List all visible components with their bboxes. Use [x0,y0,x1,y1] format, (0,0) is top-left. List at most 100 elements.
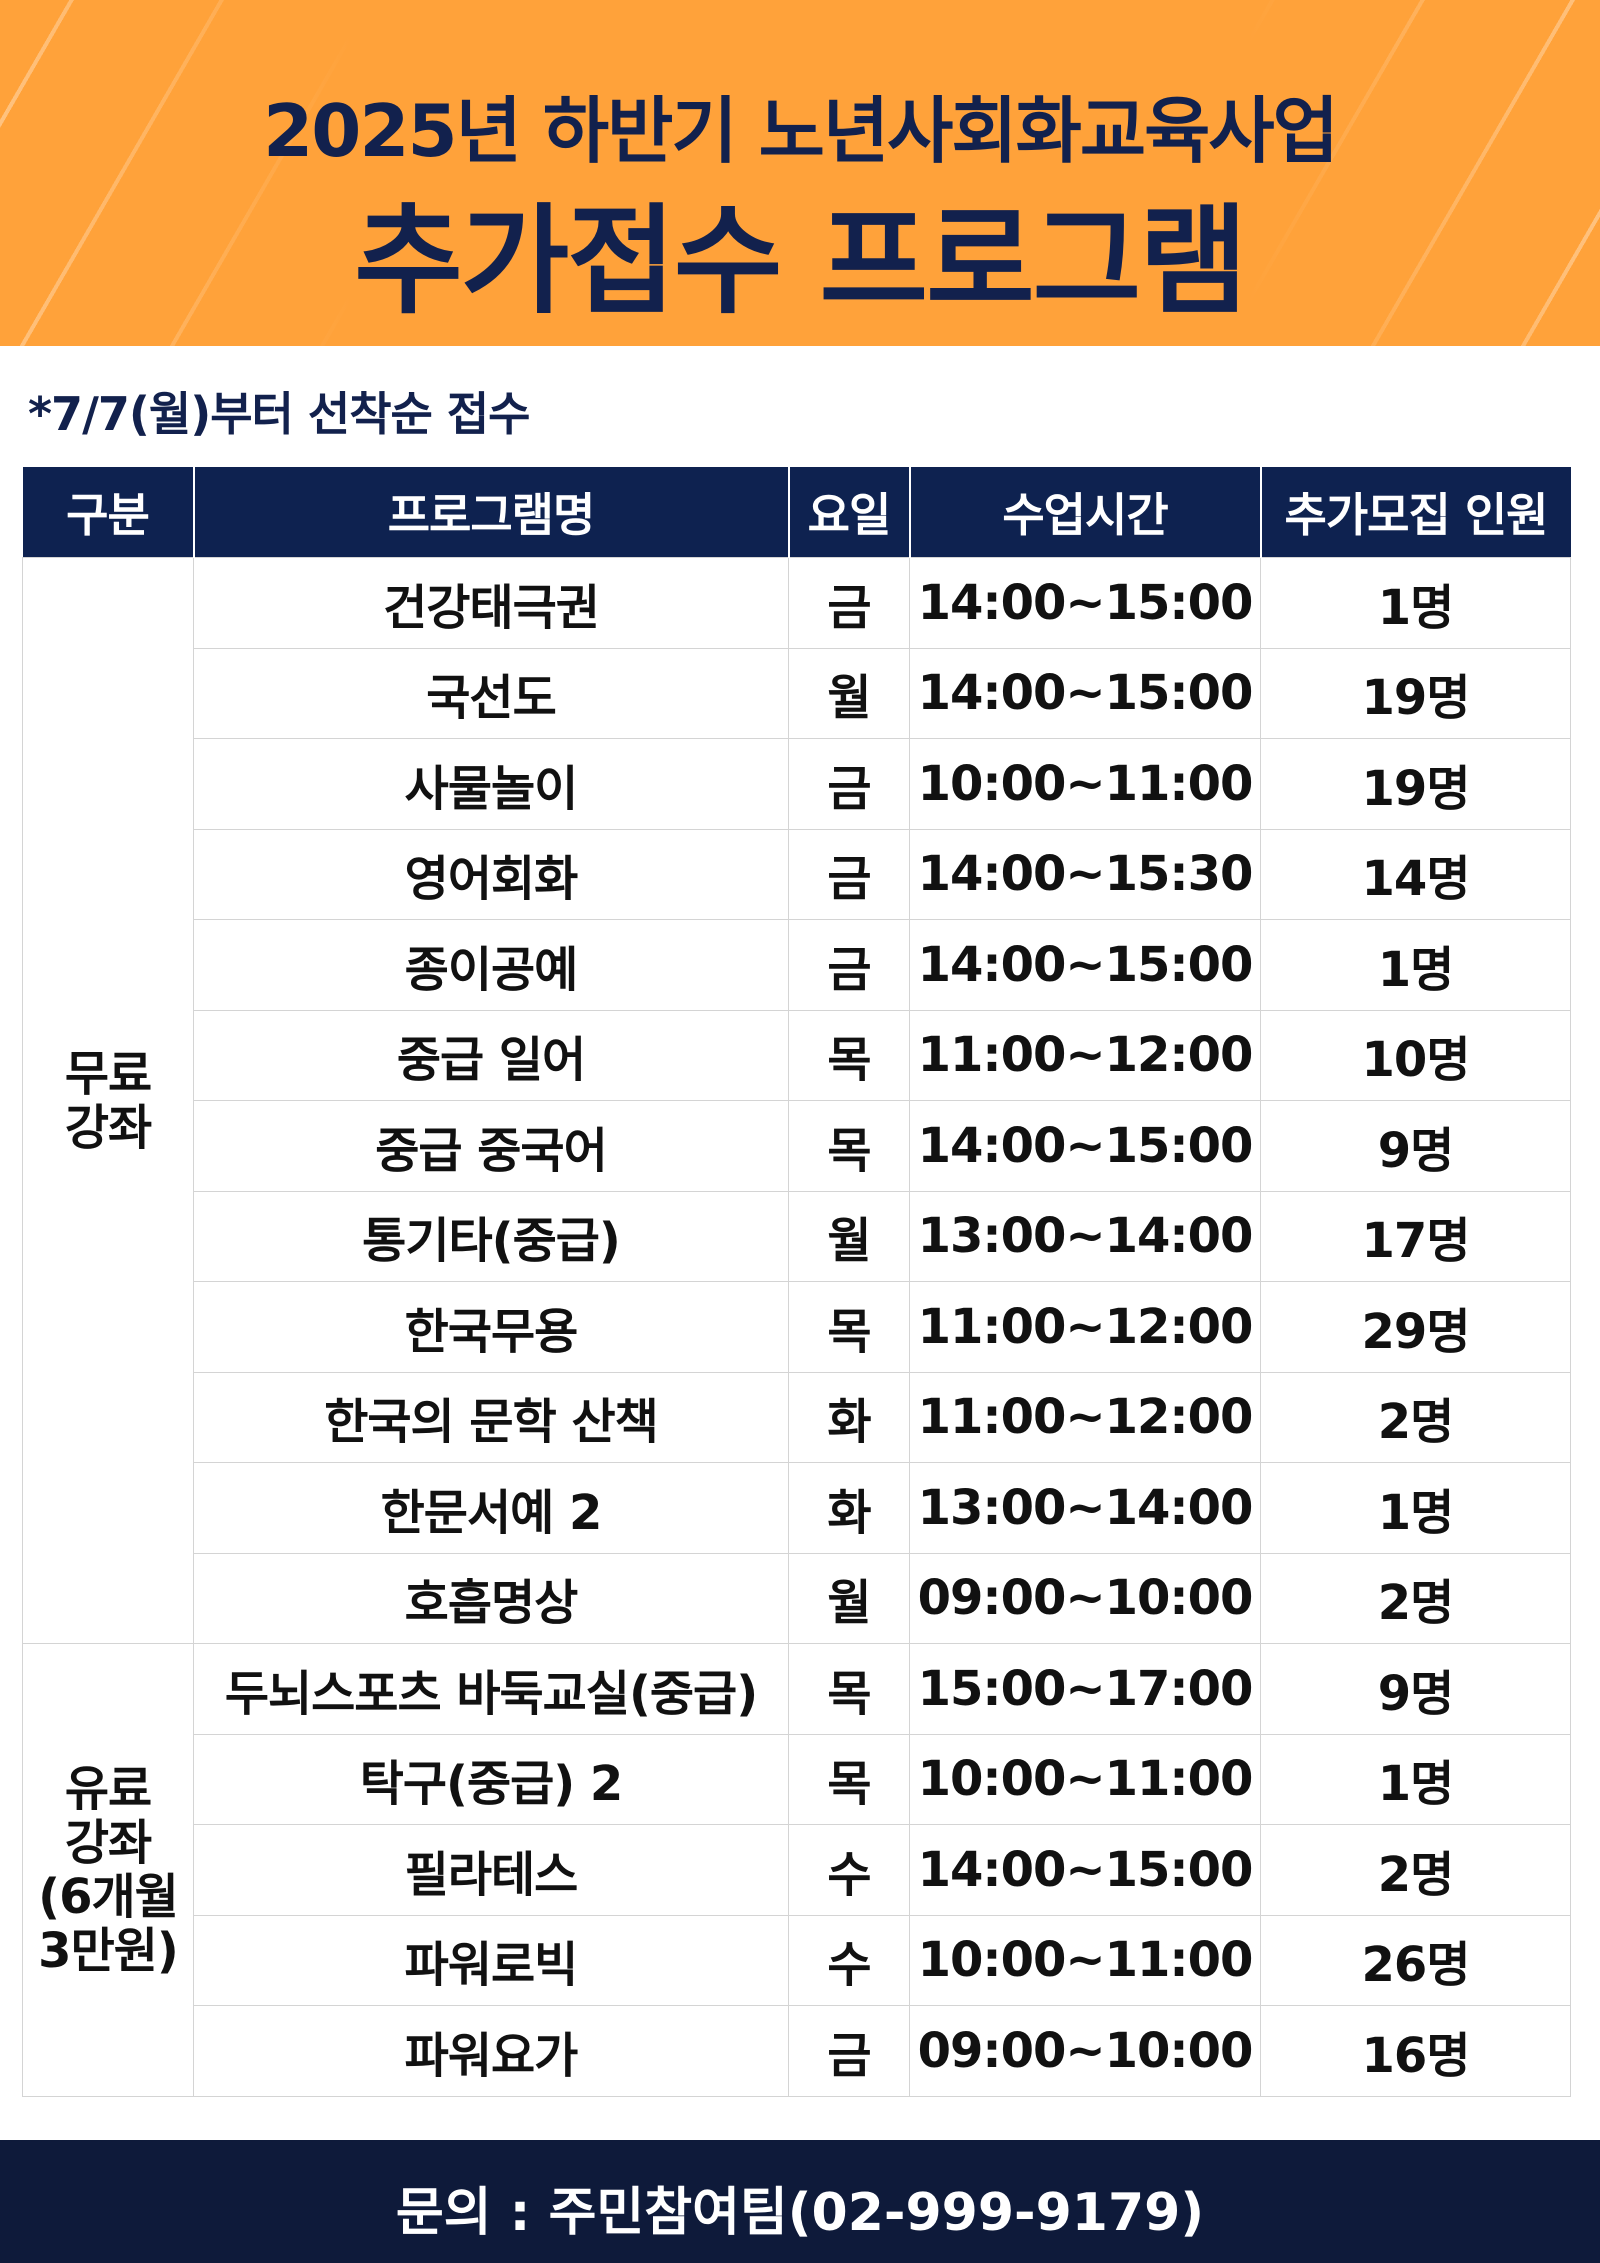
table-row: 한국무용 목 11:00~12:00 29명 [23,1281,1571,1373]
table-row: 종이공예 금 14:00~15:00 1명 [23,919,1571,1011]
program-name: 통기타(중급) [193,1190,789,1282]
table-row: 파워로빅 수 10:00~11:00 26명 [23,1914,1571,2006]
class-time: 10:00~11:00 [909,738,1261,830]
program-name: 한국의 문학 산책 [193,1371,789,1463]
program-name: 사물놀이 [193,738,789,830]
class-time: 10:00~11:00 [909,1914,1261,2006]
footer: 문의 : 주민참여팀(02-999-9179) [0,2140,1600,2263]
program-name: 한국무용 [193,1281,789,1373]
weekday: 목 [788,1733,910,1825]
weekday: 목 [788,1009,910,1101]
openings: 16명 [1260,2005,1571,2097]
class-time: 09:00~10:00 [909,2005,1261,2097]
openings: 1명 [1260,557,1571,649]
program-name: 한문서예 2 [193,1462,789,1554]
openings: 2명 [1260,1371,1571,1463]
column-header: 프로그램명 [192,467,789,558]
program-name: 파워요가 [193,2005,789,2097]
openings: 2명 [1260,1552,1571,1644]
program-name: 호흡명상 [193,1552,789,1644]
class-time: 15:00~17:00 [909,1643,1261,1735]
header-row: 구분 프로그램명 요일 수업시간 추가모집 인원 [22,467,1571,558]
table-row: 영어회화 금 14:00~15:30 14명 [23,828,1571,920]
weekday: 월 [788,1190,910,1282]
class-time: 14:00~15:00 [909,1824,1261,1916]
program-name: 두뇌스포츠 바둑교실(중급) [193,1643,789,1735]
table-row: 필라테스 수 14:00~15:00 2명 [23,1824,1571,1916]
column-header: 수업시간 [908,467,1261,558]
column-header: 구분 [22,467,194,558]
openings: 2명 [1260,1824,1571,1916]
header-fade [0,0,1600,346]
class-time: 10:00~11:00 [909,1733,1261,1825]
openings: 10명 [1260,1009,1571,1101]
table-row: 중급 일어 목 11:00~12:00 10명 [23,1009,1571,1101]
openings: 9명 [1260,1643,1571,1735]
table-row: 무료 강좌 건강태극권 금 14:00~15:00 1명 [22,557,1571,1644]
weekday: 금 [788,738,910,830]
class-time: 14:00~15:00 [909,919,1261,1011]
program-name: 영어회화 [193,828,789,920]
weekday: 월 [788,1552,910,1644]
class-time: 13:00~14:00 [909,1462,1261,1554]
program-name: 중급 일어 [193,1009,789,1101]
openings: 29명 [1260,1281,1571,1373]
weekday: 화 [788,1462,910,1554]
openings: 17명 [1260,1190,1571,1282]
openings: 19명 [1260,647,1571,739]
class-time: 14:00~15:30 [909,828,1261,920]
openings: 26명 [1260,1914,1571,2006]
program-name: 국선도 [193,647,789,739]
program-name: 탁구(중급) 2 [193,1733,789,1825]
header-banner: 2025년 하반기 노년사회화교육사업 추가접수 프로그램 [0,0,1600,346]
column-header: 추가모집 인원 [1259,467,1571,558]
weekday: 금 [788,2005,910,2097]
class-time: 14:00~15:00 [909,1100,1261,1192]
program-name: 파워로빅 [193,1914,789,2006]
contact: 문의 : 주민참여팀(02-999-9179) [395,2183,1205,2243]
group-label: 유료 강좌 (6개월 3만원) [22,1643,194,2097]
table-row: 유료 강좌 (6개월 3만원) 두뇌스포츠 바둑교실(중급) 목 15:00~17:0… [22,1643,1571,2097]
program-name: 건강태극권 [193,557,789,649]
weekday: 수 [788,1914,910,2006]
group-label: 무료 강좌 [22,557,194,1644]
openings: 1명 [1260,919,1571,1011]
program-name: 중급 중국어 [193,1100,789,1192]
openings: 14명 [1260,828,1571,920]
weekday: 목 [788,1100,910,1192]
table-row: 중급 중국어 목 14:00~15:00 9명 [23,1100,1571,1192]
openings: 19명 [1260,738,1571,830]
weekday: 월 [788,647,910,739]
table-row: 통기타(중급) 월 13:00~14:00 17명 [23,1190,1571,1282]
table-row: 파워요가 금 09:00~10:00 16명 [23,2005,1571,2097]
weekday: 금 [788,828,910,920]
title-line2: 추가접수 프로그램 [354,192,1248,330]
table-row: 국선도 월 14:00~15:00 19명 [23,647,1571,739]
weekday: 수 [788,1824,910,1916]
weekday: 금 [788,557,910,649]
column-header: 요일 [787,467,910,558]
weekday: 화 [788,1371,910,1463]
program-name: 필라테스 [193,1824,789,1916]
class-time: 09:00~10:00 [909,1552,1261,1644]
weekday: 목 [788,1281,910,1373]
note: *7/7(월)부터 선착순 접수 [28,387,531,441]
class-time: 11:00~12:00 [909,1281,1261,1373]
table-row: 호흡명상 월 09:00~10:00 2명 [23,1552,1571,1644]
class-time: 14:00~15:00 [909,557,1261,649]
openings: 9명 [1260,1100,1571,1192]
openings: 1명 [1260,1462,1571,1554]
table-row: 탁구(중급) 2 목 10:00~11:00 1명 [23,1733,1571,1825]
table-body: 무료 강좌 건강태극권 금 14:00~15:00 1명 국선도 월 14:00~15:00 1… [22,557,1571,2097]
program-name: 종이공예 [193,919,789,1011]
class-time: 14:00~15:00 [909,647,1261,739]
openings: 1명 [1260,1733,1571,1825]
title-line1: 2025년 하반기 노년사회화교육사업 [263,89,1339,173]
weekday: 목 [788,1643,910,1735]
weekday: 금 [788,919,910,1011]
program-table: 구분 프로그램명 요일 수업시간 추가모집 인원 무료 강좌 건강태극권 금 14:00~15… [22,467,1571,2097]
table-row: 사물놀이 금 10:00~11:00 19명 [23,738,1571,830]
class-time: 11:00~12:00 [909,1371,1261,1463]
table-row: 한국의 문학 산책 화 11:00~12:00 2명 [23,1371,1571,1463]
